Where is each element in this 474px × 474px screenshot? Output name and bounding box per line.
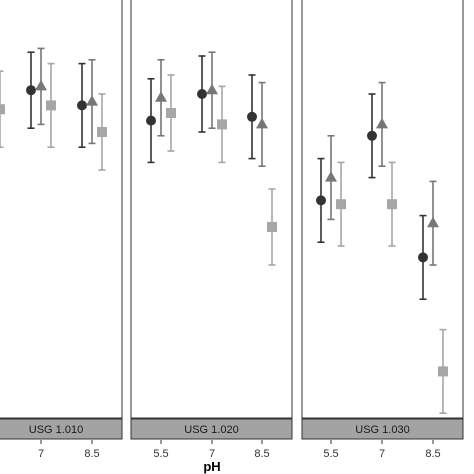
data-point-circle bbox=[316, 195, 326, 206]
strip-label: USG 1.020 bbox=[184, 424, 238, 436]
data-point-triangle bbox=[325, 171, 337, 182]
x-tick-label: 7 bbox=[379, 448, 385, 460]
data-point-circle bbox=[26, 85, 36, 96]
strip-label: USG 1.030 bbox=[355, 424, 409, 436]
data-point-circle bbox=[146, 115, 156, 126]
panel-border bbox=[301, 0, 464, 419]
data-point-square bbox=[438, 366, 448, 377]
strip-label: USG 1.010 bbox=[29, 424, 83, 436]
x-tick-label: 7 bbox=[209, 448, 215, 460]
data-point-square bbox=[267, 222, 277, 232]
data-point-triangle bbox=[427, 216, 439, 228]
data-point-square bbox=[46, 100, 56, 111]
data-point-triangle bbox=[86, 95, 98, 106]
data-point-triangle bbox=[155, 91, 167, 102]
data-point-triangle bbox=[376, 117, 388, 129]
x-tick-label: 5.5 bbox=[153, 448, 168, 460]
x-tick-label: 7 bbox=[38, 448, 44, 460]
data-point-circle bbox=[418, 252, 428, 263]
data-point-square bbox=[336, 199, 346, 210]
x-tick-label: 8.5 bbox=[425, 448, 440, 460]
data-point-circle bbox=[77, 100, 87, 111]
data-point-square bbox=[166, 108, 176, 118]
x-tick-label: 8.5 bbox=[254, 448, 269, 460]
data-point-triangle bbox=[35, 79, 47, 91]
strip-background bbox=[130, 418, 293, 440]
data-point-circle bbox=[367, 130, 377, 141]
data-point-square bbox=[387, 199, 397, 210]
data-point-circle bbox=[197, 89, 207, 99]
data-point-circle bbox=[247, 111, 257, 122]
data-point-square bbox=[97, 127, 107, 137]
x-axis-title: pH bbox=[203, 459, 220, 474]
data-point-triangle bbox=[256, 117, 268, 129]
x-tick-label: 5.5 bbox=[323, 448, 338, 460]
data-point-square bbox=[0, 104, 5, 115]
data-point-triangle bbox=[206, 83, 218, 95]
strip-background bbox=[0, 418, 123, 440]
data-point-square bbox=[217, 119, 227, 130]
panel-border bbox=[0, 0, 123, 419]
x-tick-label: 8.5 bbox=[84, 448, 99, 460]
strip-background bbox=[301, 418, 464, 440]
